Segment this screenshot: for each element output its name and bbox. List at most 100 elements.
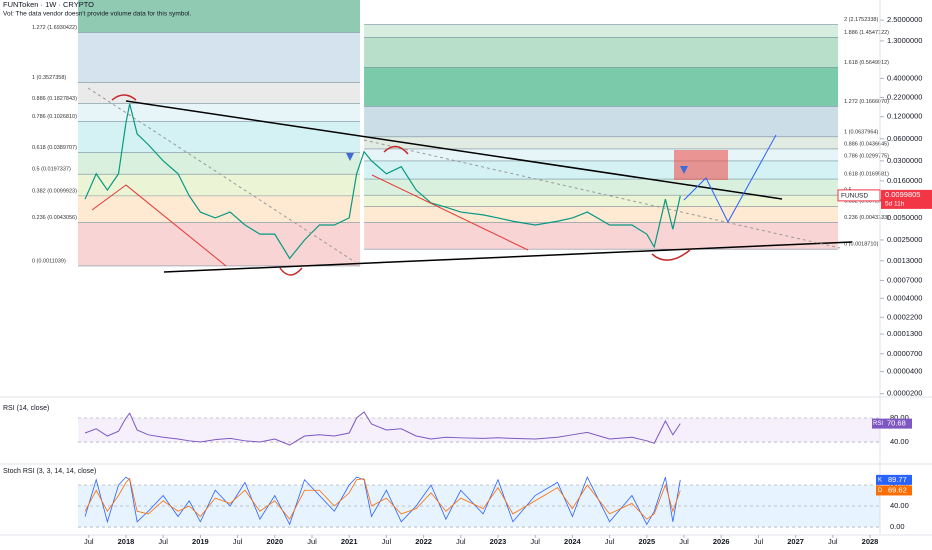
arrow-icon xyxy=(346,153,354,161)
trendline xyxy=(125,100,783,200)
rsi-line xyxy=(84,411,681,446)
fib-label: 0.5 (0.0197337) xyxy=(32,167,71,173)
x-tick-label: 2027 xyxy=(787,537,804,546)
y-tick-label: 0.0300000 xyxy=(887,156,922,165)
fib-label: 0.886 (0.1827843) xyxy=(32,96,77,102)
x-tick-label: Jul xyxy=(233,537,243,546)
y-tick-label: 0.0025000 xyxy=(887,235,922,244)
fib-label: 0 (0.0011039) xyxy=(32,258,66,264)
stoch-tag xyxy=(876,485,912,496)
y-tick-label: 0.2200000 xyxy=(887,92,922,101)
y-tick-label: 0.1200000 xyxy=(887,112,922,121)
countdown: 5d 11h xyxy=(885,201,905,208)
y-tick-label: 0.0004000 xyxy=(887,293,922,302)
stoch-value: 89.77 xyxy=(888,475,907,484)
fib-band xyxy=(77,174,361,196)
fib-label: 0.618 (0.0169581) xyxy=(844,171,889,177)
stoch-line xyxy=(84,476,681,526)
fib-band xyxy=(364,136,839,149)
rsi-title: RSI (14, close) xyxy=(3,405,49,412)
stoch-tag xyxy=(876,474,912,485)
fib-label: 1.272 (1.6930422) xyxy=(32,25,77,31)
x-tick-label: 2024 xyxy=(564,537,582,546)
fib-band xyxy=(364,195,839,207)
target-box xyxy=(674,150,728,180)
x-tick-label: Jul xyxy=(84,537,94,546)
y-tick-label: 0.0050000 xyxy=(887,213,922,222)
fib-label: 0.886 (0.0436645) xyxy=(844,141,889,147)
y-tick-label: 2.5000000 xyxy=(887,15,922,24)
x-tick-label: 2019 xyxy=(192,537,209,546)
fib-band xyxy=(77,103,361,122)
x-tick-label: Jul xyxy=(605,537,615,546)
stoch-tag-name: D xyxy=(878,488,883,494)
fib-label: 0.382 (0.0099923) xyxy=(32,188,77,194)
y-tick-label: 0.0000200 xyxy=(887,389,922,398)
pane-tick-label: 80.00 xyxy=(890,413,909,422)
fib-label: 0.236 (0.0043056) xyxy=(32,215,77,221)
y-tick-label: 0.0000700 xyxy=(887,349,922,358)
y-tick-label: 0.0007000 xyxy=(887,275,922,284)
rsi-tag-name: RSI xyxy=(873,421,883,427)
x-tick-label: Jul xyxy=(158,537,168,546)
fib-band xyxy=(77,0,361,33)
fib-band xyxy=(77,121,361,153)
arc xyxy=(651,249,691,261)
fib-label: 1.886 (1.4547122) xyxy=(844,30,889,36)
symbol-tag-text: FUNUSD xyxy=(841,193,868,200)
fib-label: 0 (0.0018710) xyxy=(844,242,878,248)
symbol-title: FUNToken · 1W · CRYPTO xyxy=(3,0,94,9)
x-tick-label: Jul xyxy=(679,537,689,546)
symbol-tag xyxy=(837,189,881,202)
fib-band xyxy=(77,32,361,83)
arrow-path xyxy=(371,174,529,251)
fib-band xyxy=(77,82,361,104)
x-tick-label: 2022 xyxy=(415,537,432,546)
fib-label: 1.272 (0.1666070) xyxy=(844,99,889,105)
fib-label: 2 (2.1752338) xyxy=(844,17,878,23)
y-tick-label: 0.0000400 xyxy=(887,367,922,376)
arc xyxy=(111,94,137,101)
stoch-line xyxy=(84,477,681,520)
fib-band xyxy=(77,152,361,175)
dashed-line xyxy=(87,87,356,263)
y-tick-label: 0.0160000 xyxy=(887,176,922,185)
fib-label: 1.618 (0.5649912) xyxy=(844,60,889,66)
x-tick-label: 2020 xyxy=(266,537,283,546)
pane-tick-label: 40.00 xyxy=(890,501,909,510)
pane-tick-label: 40.00 xyxy=(890,437,909,446)
fib-band xyxy=(364,222,839,250)
fib-label: 0.618 (0.0389707) xyxy=(32,145,77,151)
y-tick-label: 1.3000000 xyxy=(887,36,922,45)
arc xyxy=(383,145,409,155)
fib-label: 1 (0.0637964) xyxy=(844,129,878,135)
projection-path xyxy=(683,134,777,224)
fib-label: 0.786 (0.1026810) xyxy=(32,114,77,120)
x-tick-label: 2028 xyxy=(862,537,879,546)
fib-band xyxy=(364,67,839,107)
fib-band xyxy=(364,24,839,38)
x-tick-label: 2023 xyxy=(490,537,507,546)
arrow-path xyxy=(91,184,227,267)
x-tick-label: 2025 xyxy=(638,537,655,546)
trendline xyxy=(163,241,853,273)
fib-label: 1 (0.3527358) xyxy=(32,75,66,81)
x-tick-label: 2018 xyxy=(118,537,135,546)
fib-band xyxy=(364,37,839,68)
x-tick-label: Jul xyxy=(754,537,764,546)
fib-label: 0.236 (0.0043133) xyxy=(844,215,889,221)
price-line xyxy=(84,103,681,260)
arc xyxy=(279,267,303,276)
x-tick-label: 2026 xyxy=(713,537,730,546)
fib-label: 0.786 (0.0299775) xyxy=(844,153,889,159)
price-tag-text: 0.0099805 xyxy=(885,190,920,199)
x-tick-label: 2021 xyxy=(341,537,358,546)
fib-band xyxy=(364,179,839,196)
y-tick-label: 0.0600000 xyxy=(887,134,922,143)
fib-band xyxy=(77,195,361,223)
y-tick-label: 0.0013000 xyxy=(887,256,922,265)
fib-band xyxy=(364,0,839,25)
fib-label: 0.382 (0.0072048) xyxy=(844,199,889,205)
stoch-value: 69.62 xyxy=(888,485,907,494)
